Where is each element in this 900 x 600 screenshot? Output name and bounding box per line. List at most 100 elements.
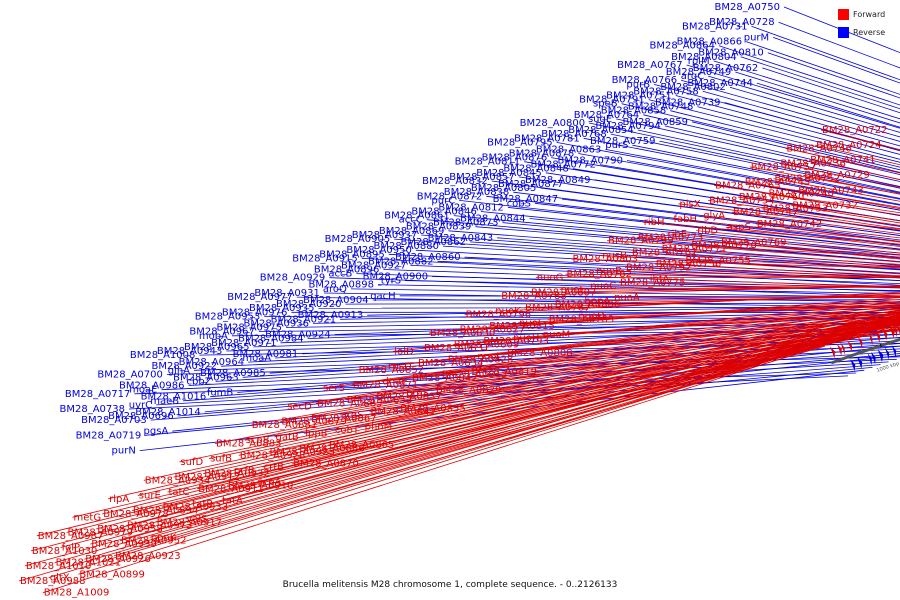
reverse-feature-glyph <box>870 351 876 365</box>
reverse-gene-label: BM28_A0927 <box>341 260 407 271</box>
forward-gene-label: BM28_A0729 <box>804 170 870 181</box>
feature-track <box>829 323 900 372</box>
reverse-gene-label: BM28_A0981 <box>233 349 299 360</box>
forward-leader-line <box>345 314 900 401</box>
forward-leader-line <box>72 322 892 518</box>
forward-leader-line <box>452 306 900 345</box>
reverse-leader-line <box>653 84 900 151</box>
forward-leader-line <box>18 345 826 582</box>
reverse-leader-line <box>253 326 900 348</box>
forward-gene-label: BM28_A0933 <box>163 502 229 513</box>
forward-gene-label: BM28_A0829 <box>436 385 502 396</box>
forward-gene-label: ribE <box>668 229 688 240</box>
reverse-leader-line <box>691 121 900 173</box>
forward-leader-line <box>42 335 855 594</box>
forward-leader-line <box>666 233 900 254</box>
reverse-gene-label: moaA <box>242 353 271 364</box>
forward-gene-label: BM28_A0910 <box>228 480 294 491</box>
forward-gene-label: gatB <box>276 432 299 443</box>
forward-gene-label: BM28_A0773 <box>638 232 704 243</box>
forward-gene-label: BM28_A0746 <box>786 143 852 154</box>
forward-gene-label: tatB <box>192 499 213 510</box>
reverse-leader-line <box>166 356 900 375</box>
reverse-leader-line <box>469 241 900 271</box>
reverse-gene-label: BM28_A0943 <box>157 346 223 357</box>
forward-gene-label: BM28_A0842 <box>412 373 478 384</box>
reverse-leader-line <box>453 215 900 258</box>
forward-leader-line <box>54 330 870 563</box>
reverse-leader-line <box>621 103 900 171</box>
forward-leader-line <box>684 260 900 275</box>
forward-leader-line <box>30 340 840 552</box>
forward-gene-label: BM28_A0760 <box>739 192 805 203</box>
forward-leader-line <box>244 314 900 441</box>
reverse-gene-label: BM28_A0758 <box>633 86 699 97</box>
reverse-gene-label: glnA <box>168 365 190 376</box>
reverse-leader-line <box>329 277 900 297</box>
reverse-gene-label: BM28_A0922 <box>151 361 217 372</box>
reverse-leader-line <box>475 226 900 263</box>
reverse-gene-label: accB <box>328 269 352 280</box>
forward-leader-line <box>654 263 900 277</box>
reverse-gene-label: BM28_A0748 <box>628 102 694 113</box>
forward-feature-glyph <box>857 336 863 349</box>
forward-leader-line <box>286 309 900 408</box>
forward-gene-label: lolD <box>394 346 414 357</box>
forward-gene-label: BM28_A0853 <box>347 395 413 406</box>
forward-gene-label: rlpA <box>109 494 129 505</box>
reverse-gene-label: BM28_A0795 <box>487 137 553 148</box>
reverse-gene-label: speB <box>593 99 618 110</box>
reverse-gene-label: pgsA <box>144 426 169 437</box>
legend: Forward Reverse <box>838 9 885 38</box>
forward-gene-label: proS <box>406 388 429 399</box>
forward-gene-label: BM28_A0899 <box>79 569 145 580</box>
reverse-gene-label: purS <box>605 140 628 151</box>
forward-gene-label: BM28_A0743 <box>798 185 864 196</box>
forward-gene-label: BM28_A0934 <box>145 475 211 486</box>
forward-gene-label: BM28_A0796 <box>466 309 532 320</box>
reverse-leader-line <box>350 288 900 298</box>
reverse-leader-line <box>670 110 900 168</box>
forward-gene-label: ribH <box>644 217 665 228</box>
forward-leader-line <box>702 215 900 239</box>
reverse-leader-line <box>534 202 900 246</box>
forward-gene-label: BM28_A0881 <box>252 420 318 431</box>
forward-feature-glyph <box>836 343 842 357</box>
reverse-gene-label: cobS <box>507 198 531 209</box>
reverse-gene-label: BM28_A0860 <box>395 252 461 263</box>
reverse-gene-label: accC <box>399 215 423 226</box>
forward-leader-line <box>48 332 862 578</box>
forward-gene-label: BM28_A0771 <box>662 244 728 255</box>
reverse-gene-label: BM28_A0929 <box>260 273 326 284</box>
reverse-gene-label: BM28_A0869 <box>379 226 445 237</box>
reverse-feature-glyph <box>867 353 872 366</box>
reverse-leader-line <box>275 325 900 359</box>
reverse-gene-label: BM28_A0971 <box>211 338 277 349</box>
forward-leader-line <box>298 324 900 449</box>
forward-gene-label: BM28_A0988 <box>20 576 86 587</box>
reverse-gene-label: BM28_A0794 <box>595 121 661 132</box>
reverse-leader-line <box>188 348 900 386</box>
forward-gene-label: nuoK <box>495 306 521 317</box>
forward-gene-label: BM28_A0809 <box>454 340 520 351</box>
map-caption: Brucella melitensis M28 chromosome 1, co… <box>283 580 618 590</box>
reverse-gene-label: BM28_A0811 <box>455 157 521 168</box>
forward-leader-line <box>553 295 900 305</box>
forward-leader-line <box>179 313 900 463</box>
reverse-leader-line <box>637 129 900 188</box>
forward-gene-label: BM28_A0803 <box>573 254 639 265</box>
forward-leader-line <box>725 226 900 247</box>
reverse-leader-line <box>426 219 900 263</box>
forward-gene-label: BM28_A0987 <box>38 531 104 542</box>
forward-leader-line <box>464 291 900 315</box>
forward-gene-label: aspS <box>727 222 751 233</box>
forward-feature-glyph <box>882 328 888 341</box>
forward-gene-label: nuoB <box>596 266 622 277</box>
reverse-leader-line <box>632 144 900 199</box>
reverse-gene-label: BM28_A0759 <box>590 136 656 147</box>
forward-gene-label: dnaE <box>382 377 407 388</box>
reverse-gene-label: BM28_A0854 <box>568 125 634 136</box>
reverse-gene-label: BM28_A0967 <box>189 327 255 338</box>
forward-gene-label: valS <box>186 514 207 525</box>
